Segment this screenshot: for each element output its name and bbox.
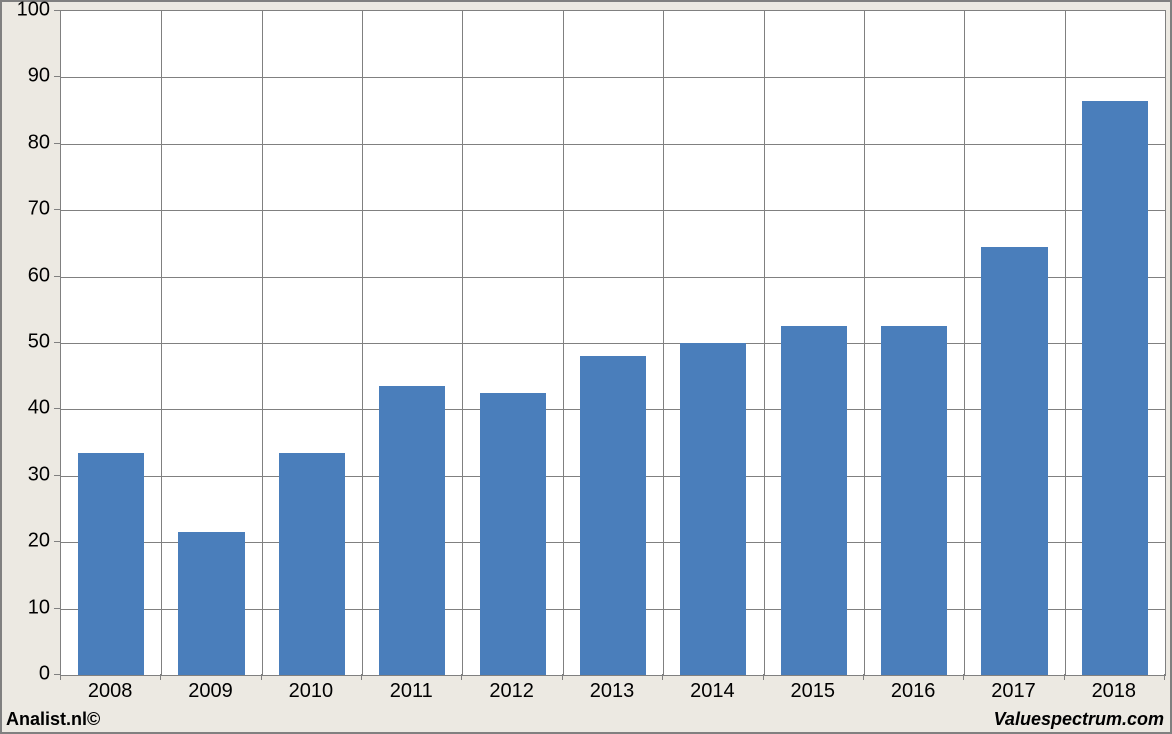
x-tick-label: 2014 [690,680,735,703]
x-tick-mark [1064,674,1065,680]
x-tick-mark [160,674,161,680]
x-tick-label: 2016 [891,680,936,703]
y-tick-mark [54,475,60,476]
footer-left-credit: Analist.nl© [6,709,100,730]
bar [781,326,847,675]
bar [580,356,646,675]
gridline-vertical [764,11,765,675]
y-tick-mark [54,342,60,343]
x-tick-mark [863,674,864,680]
x-tick-mark [963,674,964,680]
x-tick-label: 2009 [188,680,233,703]
y-tick-mark [54,608,60,609]
y-tick-mark [54,143,60,144]
plot-area [60,10,1166,676]
x-tick-label: 2010 [289,680,334,703]
x-tick-label: 2015 [790,680,835,703]
x-tick-label: 2012 [489,680,534,703]
gridline-horizontal [61,77,1165,78]
y-tick-label: 10 [2,596,50,619]
x-tick-mark [60,674,61,680]
y-tick-mark [54,209,60,210]
y-tick-label: 40 [2,397,50,420]
bar [480,393,546,675]
x-tick-label: 2018 [1092,680,1137,703]
bar [78,453,144,675]
y-tick-label: 30 [2,463,50,486]
y-tick-mark [54,408,60,409]
y-tick-mark [54,76,60,77]
bar [1082,101,1148,675]
gridline-vertical [262,11,263,675]
x-tick-label: 2008 [88,680,133,703]
gridline-vertical [1065,11,1066,675]
y-tick-label: 80 [2,131,50,154]
gridline-horizontal [61,144,1165,145]
x-tick-label: 2011 [390,680,433,703]
y-tick-label: 100 [2,0,50,22]
x-tick-mark [763,674,764,680]
footer-right-credit: Valuespectrum.com [994,709,1164,730]
y-tick-label: 60 [2,264,50,287]
x-tick-mark [461,674,462,680]
x-tick-mark [361,674,362,680]
bar [379,386,445,675]
x-tick-mark [562,674,563,680]
gridline-horizontal [61,210,1165,211]
y-tick-mark [54,541,60,542]
x-tick-label: 2013 [590,680,635,703]
y-tick-label: 0 [2,663,50,686]
bar [279,453,345,675]
gridline-vertical [964,11,965,675]
bar [178,532,244,675]
y-tick-label: 70 [2,198,50,221]
y-tick-label: 50 [2,331,50,354]
x-tick-label: 2017 [991,680,1036,703]
gridline-vertical [663,11,664,675]
y-tick-label: 20 [2,530,50,553]
bar [680,343,746,675]
bar [881,326,947,675]
bar [981,247,1047,675]
y-tick-mark [54,10,60,11]
gridline-vertical [462,11,463,675]
gridline-vertical [563,11,564,675]
x-tick-mark [261,674,262,680]
gridline-vertical [362,11,363,675]
x-tick-mark [662,674,663,680]
x-tick-mark [1164,674,1165,680]
gridline-vertical [161,11,162,675]
gridline-vertical [864,11,865,675]
y-tick-label: 90 [2,65,50,88]
chart-container: 0 10 20 30 40 50 60 70 80 90 100 2008 2009 2010 2011 2… [0,0,1172,734]
y-tick-mark [54,276,60,277]
